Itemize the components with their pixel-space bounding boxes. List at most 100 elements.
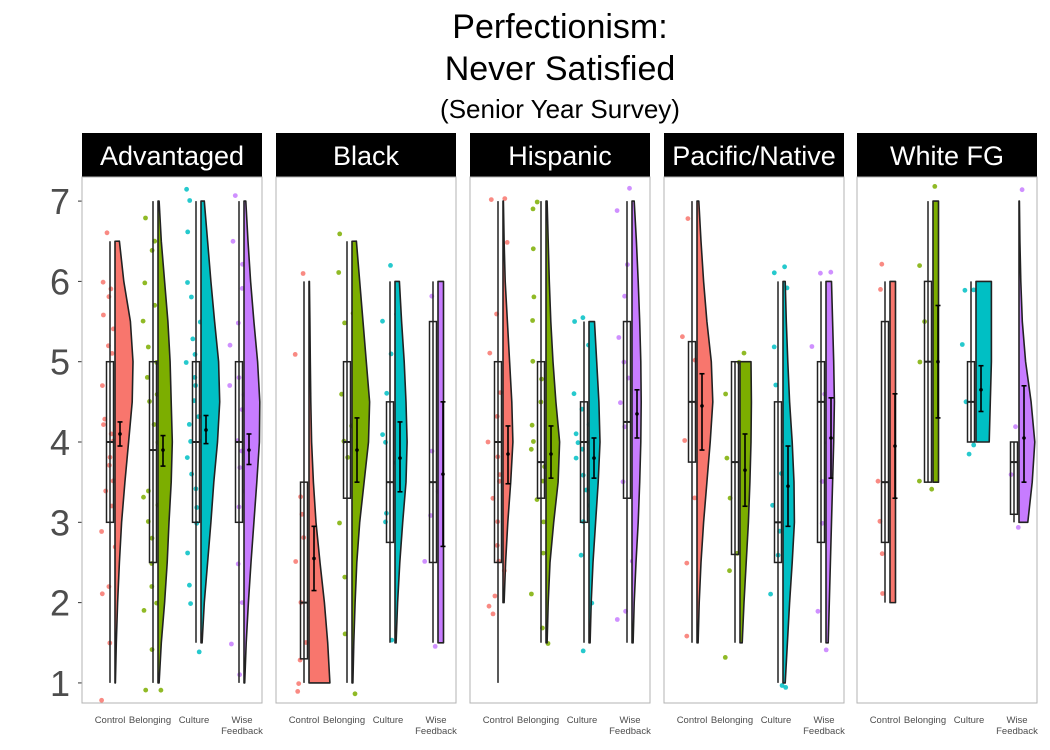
x-tick-label: Culture — [373, 715, 404, 726]
facet-panel: Pacific/Native Control Belonging Culture Wis… — [663, 133, 845, 737]
data-point — [336, 270, 342, 275]
data-point — [917, 478, 922, 484]
data-point — [342, 574, 348, 580]
boxplot-box — [536, 360, 546, 499]
data-point — [295, 689, 301, 694]
y-tick-label: 3 — [50, 502, 70, 543]
data-point — [227, 342, 233, 348]
mean-point — [118, 432, 122, 436]
y-tick-label: 5 — [50, 342, 70, 383]
data-point — [580, 648, 586, 654]
data-point — [487, 350, 493, 356]
x-tick-label: Culture — [761, 715, 792, 726]
data-point — [380, 318, 385, 324]
facet-strip — [664, 133, 844, 177]
panel-border — [81, 176, 263, 704]
y-tick-label: 6 — [50, 261, 70, 302]
chart-title-line2: Never Satisfied — [445, 50, 676, 88]
mean-point — [592, 456, 596, 460]
data-point — [184, 186, 190, 192]
group-control — [485, 196, 514, 683]
data-point — [917, 263, 922, 268]
facet-strip — [276, 133, 456, 177]
facet-panel: White FG Control Belonging Culture WiseFeedb… — [856, 133, 1038, 737]
data-point — [622, 293, 627, 299]
data-point — [229, 641, 234, 647]
data-point — [541, 519, 546, 525]
x-tick-label: Control — [870, 715, 901, 726]
mean-point — [700, 404, 704, 408]
data-point — [141, 494, 146, 500]
x-tick-label: Control — [289, 715, 320, 726]
data-point — [337, 231, 343, 237]
mean-point — [398, 456, 402, 460]
y-tick-label: 1 — [50, 663, 70, 704]
y-tick-label: 4 — [50, 422, 70, 463]
group-wise-feedback — [809, 269, 836, 653]
data-point — [292, 352, 298, 357]
data-point — [809, 344, 815, 349]
data-point — [189, 471, 195, 477]
x-tick-label: Wise — [231, 715, 252, 726]
data-point — [352, 691, 358, 697]
data-point — [99, 591, 105, 597]
data-point — [490, 611, 496, 617]
y-axis: 1 2 3 4 5 6 7 — [50, 181, 82, 704]
data-point — [342, 320, 347, 326]
facet-strip-label: Pacific/Native — [672, 141, 836, 171]
boxplot-box — [385, 401, 395, 544]
facet-strip-label: Advantaged — [100, 141, 244, 171]
boxplot-box — [342, 360, 352, 499]
panel-border — [856, 176, 1038, 704]
data-point — [237, 465, 243, 470]
data-point — [530, 206, 536, 212]
data-point — [388, 263, 393, 268]
x-tick-label: Feedback — [221, 726, 263, 737]
data-point — [504, 240, 510, 245]
x-tick-label: Belonging — [711, 715, 753, 726]
data-point — [531, 294, 537, 300]
facet-strip — [82, 133, 262, 177]
group-culture — [768, 264, 796, 690]
data-point — [815, 608, 821, 614]
x-tick-label: Wise — [619, 715, 640, 726]
x-tick-label: Belonging — [517, 715, 559, 726]
data-point — [627, 185, 632, 191]
boxplot-box — [493, 360, 503, 564]
facet-strip-label: White FG — [890, 141, 1004, 171]
x-tick-label: Culture — [179, 715, 210, 726]
data-point — [145, 344, 151, 350]
data-point — [502, 196, 508, 202]
facet-strip-label: Hispanic — [508, 141, 612, 171]
group-control — [99, 230, 134, 703]
data-point — [1015, 525, 1021, 530]
x-tick-label: Belonging — [323, 715, 365, 726]
data-point — [528, 446, 534, 452]
data-point — [230, 238, 236, 244]
data-point — [529, 591, 534, 597]
mean-point — [549, 452, 553, 456]
x-tick-label: Feedback — [803, 726, 845, 737]
data-point — [530, 318, 535, 323]
data-point — [108, 286, 114, 292]
data-point — [540, 550, 546, 556]
data-point — [1013, 424, 1018, 430]
group-culture — [380, 263, 408, 644]
half-violin — [545, 200, 561, 644]
data-point — [618, 400, 623, 406]
data-point — [492, 593, 498, 599]
data-point — [971, 287, 977, 293]
data-point — [101, 422, 106, 427]
group-control — [875, 261, 898, 604]
group-culture — [959, 280, 993, 457]
data-point — [99, 529, 104, 534]
data-point — [684, 633, 690, 639]
x-tick-label: Feedback — [415, 726, 457, 737]
data-point — [614, 208, 620, 214]
data-point — [959, 342, 965, 347]
data-point — [616, 335, 622, 340]
facet-panel: Hispanic Control Belonging Culture WiseFeedb… — [469, 133, 651, 737]
half-violin — [394, 280, 408, 644]
half-violin — [157, 200, 174, 684]
